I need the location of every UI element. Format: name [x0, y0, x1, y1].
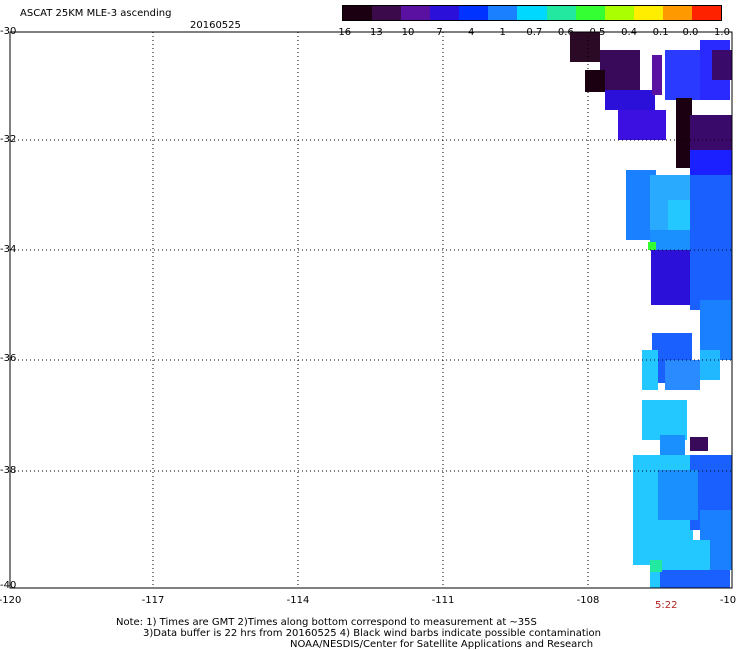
swath-cell	[650, 230, 690, 250]
note-line-1: Note: 1) Times are GMT 2)Times along bot…	[116, 617, 537, 628]
swath-cell	[648, 242, 656, 250]
x-label: -120	[0, 595, 22, 606]
swath-cell	[642, 350, 658, 390]
y-label: -36	[0, 353, 17, 364]
swath-cell	[660, 570, 730, 588]
swath-cell	[676, 98, 692, 168]
x-label: -111	[431, 595, 455, 606]
swath-cell	[652, 55, 662, 95]
note-line-2: 3)Data buffer is 22 hrs from 20160525 4)…	[143, 628, 601, 639]
colorbar-segment	[430, 6, 460, 20]
swath-cell	[605, 90, 655, 110]
colorbar-segment	[691, 6, 722, 20]
data-swath	[570, 32, 732, 588]
note-line-3: NOAA/NESDIS/Center for Satellite Applica…	[290, 639, 594, 650]
colorbar-segment	[343, 6, 373, 20]
x-label: -10	[719, 595, 737, 606]
swath-cell	[690, 175, 732, 255]
swath-cell	[665, 360, 700, 390]
colorbar-segment	[372, 6, 402, 20]
swath-cell	[585, 70, 605, 92]
colorbar-segment	[575, 6, 605, 20]
swath-cell	[600, 50, 640, 90]
time-label: 5:22	[655, 600, 678, 611]
colorbar-segment	[662, 6, 692, 20]
y-label: -40	[0, 580, 17, 591]
map-date: 20160525	[190, 20, 241, 31]
swath-cell	[618, 110, 666, 140]
plot-frame	[9, 31, 733, 589]
y-label: -30	[0, 26, 17, 37]
grid-lines	[10, 32, 732, 588]
colorbar	[342, 5, 722, 21]
colorbar-segment	[604, 6, 634, 20]
swath-cell	[651, 250, 691, 305]
y-label: -38	[0, 465, 17, 476]
swath-cell	[642, 400, 687, 440]
swath-cell	[665, 50, 700, 100]
colorbar-segment	[488, 6, 518, 20]
swath-cell	[700, 350, 720, 380]
colorbar-segment	[517, 6, 547, 20]
swath-cell	[570, 32, 600, 62]
swath-cell	[712, 50, 732, 80]
colorbar-segment	[459, 6, 489, 20]
swath-cell	[660, 435, 685, 455]
colorbar-segment	[633, 6, 663, 20]
swath-cell	[658, 470, 698, 520]
swath-cell	[690, 437, 708, 451]
colorbar-segment	[546, 6, 576, 20]
y-label: -34	[0, 244, 17, 255]
x-label: -114	[286, 595, 310, 606]
x-label: -117	[141, 595, 165, 606]
map-title: ASCAT 25KM MLE-3 ascending	[20, 8, 172, 19]
swath-cell	[650, 560, 662, 572]
x-label: -108	[576, 595, 600, 606]
colorbar-segment	[401, 6, 431, 20]
y-label: -32	[0, 134, 17, 145]
